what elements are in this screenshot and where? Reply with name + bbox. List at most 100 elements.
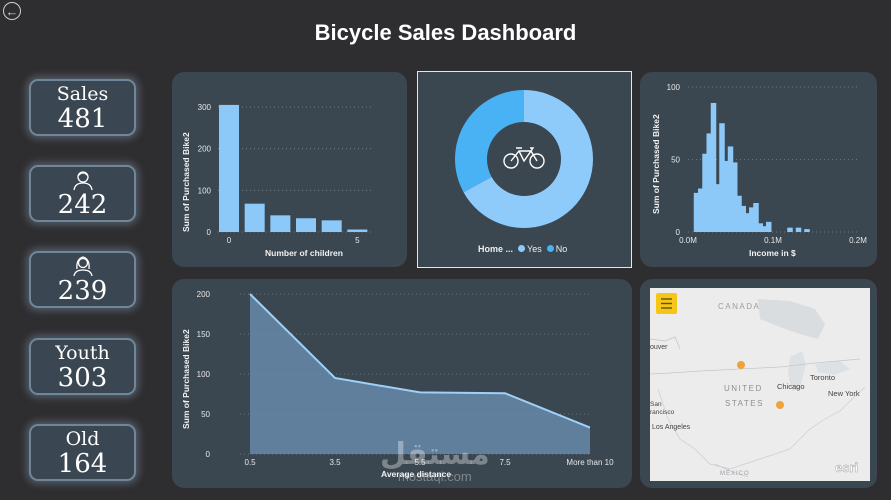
x-tick-label: 0.1M [764, 236, 782, 245]
bar-3 [296, 218, 317, 232]
y-tick-label: 200 [198, 145, 212, 154]
map-point[interactable] [737, 361, 745, 369]
kpi-value: 242 [57, 190, 108, 220]
y-axis-title: Sum of Purchased Bike2 [181, 329, 191, 429]
bar [761, 226, 768, 232]
bar [732, 162, 738, 232]
y-tick-label: 0 [206, 450, 211, 459]
female-person-icon [31, 255, 134, 277]
bar-2 [270, 215, 291, 232]
x-tick-label: 5 [355, 236, 360, 245]
kpi-label: Sales [56, 83, 109, 105]
y-tick-label: 50 [201, 410, 210, 419]
children-bar-chart: Sum of Purchased Bike2 Number of childre… [181, 103, 372, 258]
x-axis-title: Number of children [265, 248, 343, 258]
y-tick-label: 100 [198, 186, 212, 195]
arrow-left-icon: ← [5, 3, 19, 19]
map-panel[interactable]: CANADA UNITED STATES Chicago Toronto New… [640, 279, 877, 488]
map-label-sf-1: San [650, 401, 662, 408]
y-tick-label: 150 [197, 330, 211, 339]
map-label-new-york: New York [828, 389, 860, 398]
kpi-value: 481 [57, 104, 108, 134]
map-label-united: UNITED [724, 384, 763, 393]
x-tick-label: 7.5 [499, 458, 511, 467]
kpi-male: 242 [29, 165, 136, 222]
legend-item-no[interactable]: No [546, 244, 567, 254]
x-tick-label: More than 10 [566, 458, 614, 467]
y-axis-title: Sum of Purchased Bike2 [181, 132, 191, 232]
kpi-value: 303 [57, 363, 108, 393]
bar [715, 184, 721, 232]
esri-logo: esri [835, 460, 858, 475]
bar-0 [219, 104, 240, 232]
back-button[interactable]: ← [3, 2, 21, 20]
bar [706, 133, 712, 232]
x-tick-label: 3.5 [329, 458, 341, 467]
home-owner-donut-chart [455, 90, 593, 228]
hamburger-menu-icon[interactable] [656, 293, 677, 314]
map-label-states: STATES [725, 399, 764, 408]
income-chart-panel[interactable]: Sum of Purchased Bike2 Income in $ 0 50 10… [640, 72, 877, 267]
x-tick-label: 5.5 [414, 458, 426, 467]
distance-area-chart: Sum of Purchased Bike2 Average distance … [181, 290, 614, 479]
y-tick-label: 300 [198, 103, 212, 112]
home-owner-donut-panel[interactable]: Home ... Yes No [417, 71, 632, 268]
bar [787, 227, 793, 232]
bar [757, 223, 763, 232]
bar [727, 146, 734, 232]
bar [702, 153, 708, 232]
bar-1 [244, 203, 265, 232]
kpi-old: Old 164 [29, 424, 136, 481]
male-person-icon [31, 169, 134, 191]
x-tick-label: 0.5 [244, 458, 256, 467]
kpi-sales: Sales 481 [29, 79, 136, 136]
bicycle-icon [503, 147, 545, 169]
y-tick-label: 100 [197, 370, 211, 379]
bar [744, 213, 751, 232]
customer-map[interactable]: CANADA UNITED STATES Chicago Toronto New… [640, 279, 877, 488]
bar-4 [321, 220, 342, 232]
kpi-label: Old [65, 428, 100, 450]
y-tick-label: 0 [676, 228, 681, 237]
legend-title: Home ... [478, 244, 514, 254]
bar [719, 123, 725, 232]
x-tick-label: 0.0M [679, 236, 697, 245]
bar [766, 221, 772, 232]
kpi-female: 239 [29, 251, 136, 308]
x-tick-label: 0.2M [849, 236, 867, 245]
bar [753, 203, 759, 232]
map-point[interactable] [776, 401, 784, 409]
children-chart-panel[interactable]: Sum of Purchased Bike2 Number of childre… [172, 72, 407, 267]
legend-item-yes[interactable]: Yes [518, 244, 542, 254]
map-label-vancouver: ouver [650, 344, 668, 351]
map-label-toronto: Toronto [810, 373, 835, 382]
kpi-youth: Youth 303 [29, 338, 136, 395]
y-tick-label: 200 [197, 290, 211, 299]
area-fill [250, 294, 590, 454]
bar [698, 188, 704, 232]
y-tick-label: 50 [671, 156, 680, 165]
kpi-label: Youth [55, 342, 110, 364]
bar [723, 160, 729, 232]
y-axis-title: Sum of Purchased Bike2 [651, 114, 661, 214]
series-line [249, 293, 591, 429]
bar [736, 195, 742, 232]
map-label-canada: CANADA [718, 302, 760, 311]
bar [804, 229, 810, 232]
page-title: Bicycle Sales Dashboard [314, 20, 577, 45]
kpi-value: 239 [57, 276, 108, 306]
bar-5 [347, 229, 368, 232]
map-label-sf-2: rancisco [650, 409, 675, 416]
x-tick-label: 0 [227, 236, 232, 245]
map-label-la: Los Angeles [652, 424, 691, 431]
y-tick-label: 100 [667, 83, 681, 92]
distance-chart-panel[interactable]: Sum of Purchased Bike2 Average distance … [172, 279, 632, 488]
slice-no [455, 90, 524, 193]
y-tick-label: 0 [207, 228, 212, 237]
bar [749, 207, 755, 232]
bar [740, 205, 746, 232]
x-axis-title: Income in $ [749, 248, 796, 258]
slice-yes [463, 90, 593, 228]
bar [710, 102, 717, 232]
bar [795, 227, 802, 232]
